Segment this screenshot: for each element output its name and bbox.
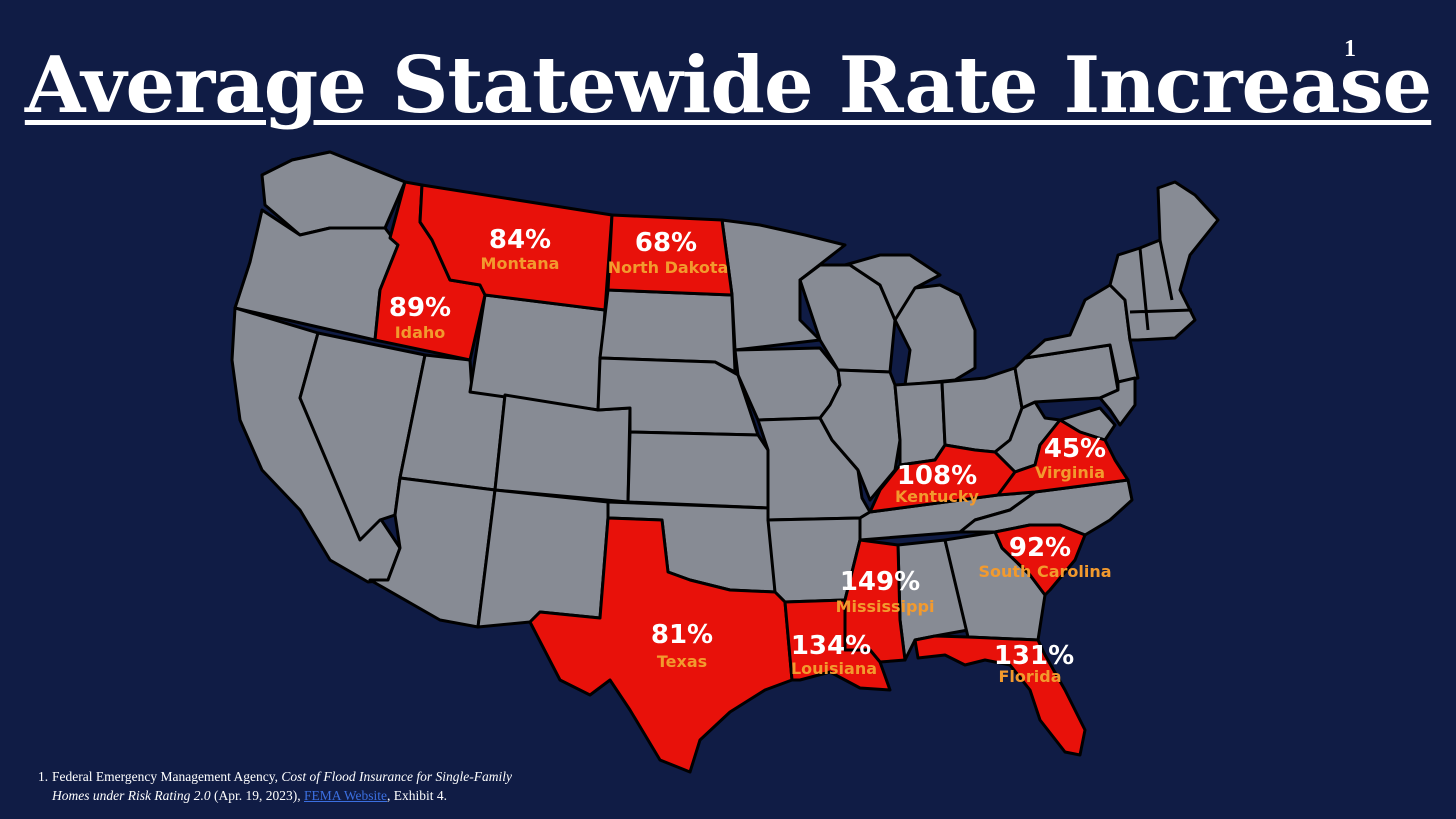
name-idaho: Idaho	[395, 323, 446, 342]
pct-texas: 81%	[651, 620, 713, 650]
pct-south-carolina: 92%	[1009, 533, 1071, 563]
state-south-carolina	[993, 523, 1087, 597]
name-florida: Florida	[998, 667, 1061, 686]
footnote-exhibit: , Exhibit 4.	[387, 788, 448, 803]
label-idaho: 89% Idaho	[389, 293, 451, 342]
state-texas	[528, 516, 794, 774]
title-footnote-marker: 1	[1344, 36, 1356, 62]
pct-north-dakota: 68%	[635, 228, 697, 258]
label-louisiana: 134% Louisiana	[791, 631, 877, 678]
state-new-mexico	[476, 488, 610, 629]
name-kentucky: Kentucky	[895, 487, 980, 506]
name-texas: Texas	[657, 652, 707, 671]
label-north-dakota: 68% North Dakota	[608, 228, 729, 277]
footnote-date: (Apr. 19, 2023),	[210, 788, 304, 803]
state-minnesota	[720, 218, 847, 352]
label-virginia: 45% Virginia	[1035, 434, 1106, 482]
state-colorado	[493, 393, 632, 504]
pct-idaho: 89%	[389, 293, 451, 323]
label-montana: 84% Montana	[481, 225, 560, 273]
state-kansas	[626, 430, 770, 510]
label-florida: 131% Florida	[994, 641, 1074, 686]
footnote-line-2: Homes under Risk Rating 2.0 (Apr. 19, 20…	[38, 786, 512, 805]
state-michigan	[843, 253, 977, 387]
fema-website-link[interactable]: FEMA Website	[303, 788, 388, 803]
footnote-number: 1.	[38, 769, 49, 784]
name-north-dakota: North Dakota	[608, 258, 729, 277]
pct-kentucky: 108%	[897, 461, 977, 491]
label-south-carolina: 92% South Carolina	[978, 533, 1111, 581]
name-montana: Montana	[481, 254, 560, 273]
pct-montana: 84%	[489, 225, 551, 255]
label-texas: 81% Texas	[651, 620, 713, 671]
label-mississippi: 149% Mississippi	[836, 567, 935, 616]
state-indiana	[893, 380, 947, 467]
footnote-line-1: 1. Federal Emergency Management Agency, C…	[38, 767, 512, 786]
name-louisiana: Louisiana	[791, 659, 877, 678]
state-north-dakota	[606, 213, 734, 297]
footnote-title-part1: Cost of Flood Insurance for Single-Famil…	[281, 769, 513, 784]
name-mississippi: Mississippi	[836, 597, 935, 616]
state-virginia	[996, 418, 1130, 497]
pct-louisiana: 134%	[791, 631, 871, 661]
label-kentucky: 108% Kentucky	[895, 461, 980, 506]
state-wyoming	[468, 293, 607, 412]
pct-mississippi: 149%	[840, 567, 920, 597]
pct-florida: 131%	[994, 641, 1074, 671]
footnote-title-part2: Homes under Risk Rating 2.0	[52, 788, 211, 803]
name-virginia: Virginia	[1035, 463, 1105, 482]
pct-virginia: 45%	[1044, 434, 1106, 464]
footnote-source: Federal Emergency Management Agency,	[52, 769, 282, 784]
state-new-england-dividers	[1129, 239, 1193, 331]
name-south-carolina: South Carolina	[978, 562, 1111, 581]
state-washington	[260, 150, 407, 237]
footnote: 1. Federal Emergency Management Agency, C…	[38, 767, 512, 805]
page-title: Average Statewide Rate Increase	[24, 40, 1432, 131]
state-louisiana	[783, 598, 892, 692]
state-florida	[913, 634, 1087, 757]
